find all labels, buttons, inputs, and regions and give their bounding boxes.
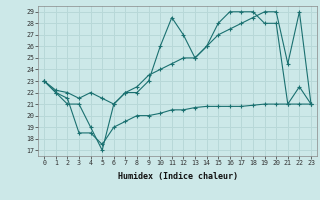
X-axis label: Humidex (Indice chaleur): Humidex (Indice chaleur)	[118, 172, 238, 181]
